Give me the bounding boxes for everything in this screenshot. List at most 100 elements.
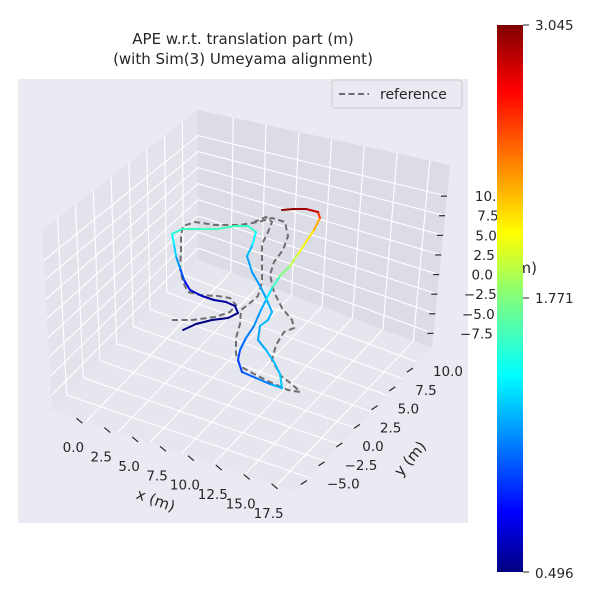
grid	[43, 117, 448, 486]
x-tick-label: 7.5	[146, 468, 167, 484]
trajectory-segment	[269, 383, 283, 389]
trajectory-segment	[255, 377, 271, 385]
grid-line	[197, 167, 444, 236]
tick-mark	[243, 473, 251, 480]
trajectory-segment	[251, 231, 257, 247]
trajectory-segment	[267, 311, 273, 321]
grid-line	[133, 325, 372, 413]
grid-line	[183, 274, 419, 363]
grid-line	[83, 377, 326, 462]
trajectory-segment	[227, 312, 239, 319]
tick-mark	[159, 445, 167, 452]
trajectory-segment	[246, 245, 253, 257]
x-tick-label: 0.0	[63, 440, 84, 456]
trajectory-segment	[211, 317, 229, 321]
trajectory-segment	[217, 225, 236, 230]
y-tick-label: 0.0	[362, 439, 383, 455]
z-tick-label: 5.0	[475, 228, 496, 244]
trajectory-segment	[305, 208, 319, 213]
trajectory-segment	[241, 371, 257, 379]
grid-line	[197, 199, 440, 276]
trajectory-segment	[237, 349, 241, 361]
trajectory-segment	[279, 265, 291, 277]
grid-line	[99, 360, 341, 446]
grid-line	[116, 343, 357, 429]
tick-mark	[271, 483, 278, 490]
grid-line	[382, 153, 398, 330]
z-tick-label: −7.5	[460, 326, 493, 342]
grid-line	[43, 135, 199, 262]
grid-line	[276, 340, 414, 486]
tick-mark	[406, 367, 414, 373]
grid-line	[180, 306, 323, 454]
trajectory-segment	[257, 339, 267, 351]
grid-line	[244, 329, 384, 476]
y-tick-label: 5.0	[398, 402, 419, 418]
x-tick-label: 17.5	[254, 506, 284, 522]
trajectory-segment	[189, 289, 203, 297]
trajectory-segment	[265, 349, 275, 363]
axis-ticks: 0.02.55.07.510.012.515.017.5−5.0−2.50.02…	[63, 189, 505, 522]
trajectory-segment	[234, 305, 239, 314]
tick-mark	[388, 386, 396, 392]
chart-subtitle: (with Sim(3) Umeyama alignment)	[113, 50, 373, 68]
trajectory-segment	[317, 211, 321, 219]
x-tick-label: 5.0	[118, 459, 139, 475]
trajectory-segment	[265, 297, 273, 313]
grid-line	[197, 151, 446, 217]
grid-line	[49, 231, 199, 377]
grid-line	[50, 247, 199, 396]
grid-line	[412, 160, 431, 342]
trajectory-segment	[273, 361, 281, 375]
grid-line	[212, 317, 353, 465]
trajectory-segment	[245, 325, 255, 339]
x-tick-label: 10.0	[170, 478, 200, 494]
trajectory-segment	[201, 295, 215, 301]
tick-mark	[131, 436, 139, 443]
trajectory-segment	[183, 279, 191, 291]
tick-mark	[353, 423, 361, 429]
colorbar: 3.045 1.771 0.496	[497, 18, 574, 582]
grid-line	[45, 167, 199, 300]
z-tick-label: 2.5	[473, 248, 494, 264]
y-tick-label: 2.5	[380, 420, 401, 436]
x-tick-label: 15.0	[226, 496, 256, 512]
trajectory-segment	[225, 301, 236, 307]
trajectory-segment	[259, 285, 267, 299]
estimated-trajectory	[171, 208, 321, 389]
tick-mark	[215, 464, 223, 471]
trajectory-segment	[251, 271, 261, 287]
grid-line	[351, 146, 365, 319]
pane-floor	[52, 260, 432, 492]
trajectory-segment	[213, 299, 227, 303]
trajectory-segment	[313, 217, 321, 231]
reference-trajectory	[172, 215, 303, 394]
grid-line	[47, 199, 199, 339]
tick-mark	[76, 417, 83, 424]
colorbar-mid-label: 1.771	[535, 291, 574, 307]
z-tick-label: −2.5	[464, 287, 497, 303]
legend: reference	[331, 79, 463, 109]
trajectory-segment	[305, 229, 315, 243]
trajectory-segment	[175, 255, 181, 269]
trajectory-segment	[281, 208, 295, 211]
trajectory-segment	[297, 241, 307, 255]
trajectory-segment	[259, 299, 267, 313]
trajectory-segment	[171, 228, 183, 235]
grid-line	[44, 151, 199, 281]
trajectory-segment	[182, 323, 197, 331]
trajectory-segment	[289, 253, 299, 267]
tick-mark	[335, 442, 343, 448]
trajectory-segment	[173, 243, 177, 257]
y-tick-label: −2.5	[345, 458, 378, 474]
pane-y	[198, 110, 450, 348]
colorbar-min-label: 0.496	[535, 566, 574, 582]
z-tick-label: 7.5	[477, 209, 498, 225]
x-tick-label: 12.5	[198, 487, 228, 503]
trajectory-segment	[195, 319, 213, 325]
grid-line	[117, 283, 262, 433]
trajectory-segment	[257, 325, 261, 341]
y-tick-label: −5.0	[327, 476, 360, 492]
grid-line	[197, 247, 434, 334]
